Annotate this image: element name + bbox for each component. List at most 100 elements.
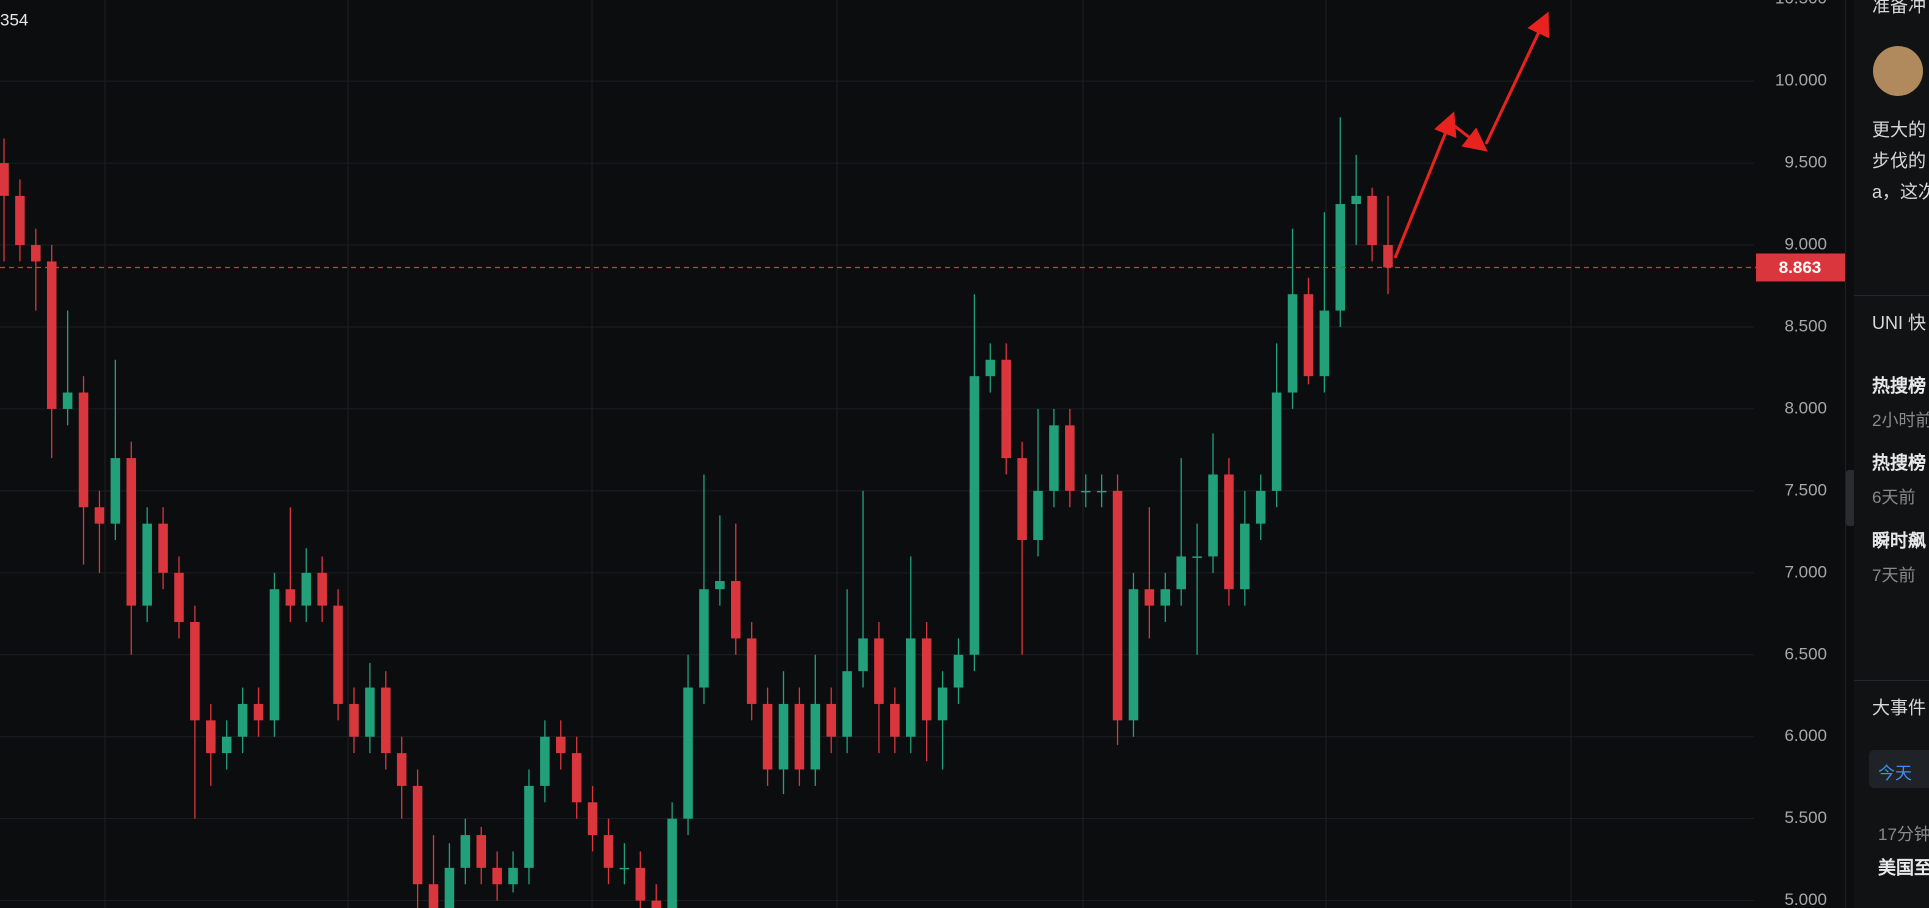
candle-body [1224, 474, 1234, 590]
candle-body [142, 523, 152, 606]
candle-body [730, 581, 741, 639]
candle-body [1049, 425, 1059, 491]
candle-body [221, 736, 232, 754]
events-title: 大事件 [1872, 698, 1926, 718]
candle-body [381, 687, 391, 754]
today-tab[interactable]: 今天 [1869, 750, 1929, 788]
y-tick-label: 9.500 [1784, 153, 1827, 172]
candle-body [571, 753, 582, 803]
candle-body [1367, 195, 1377, 246]
item-title[interactable]: 热搜榜 [1872, 453, 1926, 473]
candle-body [508, 867, 518, 885]
y-tick-label: 5.500 [1784, 808, 1827, 827]
y-tick-label: 6.000 [1784, 726, 1827, 745]
candle-body [1112, 490, 1123, 721]
sidebar: 准备冲 更大的 步伐的 a，这次 UNI 快 热搜榜 2小时前 热搜榜 6天前 … [1854, 0, 1929, 908]
time-grid [104, 0, 1572, 908]
post-line: 更大的 [1872, 120, 1926, 140]
candle-body [94, 507, 105, 524]
today-label: 今天 [1878, 764, 1912, 783]
candle-body [333, 605, 343, 704]
candle-body [1144, 589, 1155, 606]
arrow [1393, 111, 1457, 259]
item-title[interactable]: 瞬时飙 [1872, 531, 1926, 551]
candle-body [0, 163, 9, 196]
separator [1854, 680, 1929, 681]
post-line: 步伐的 [1872, 151, 1926, 171]
candle-body [635, 867, 646, 901]
candle-body [587, 802, 598, 836]
candle-body [699, 589, 709, 688]
candle-body [174, 572, 184, 622]
y-tick-label: 8.500 [1784, 316, 1827, 335]
item-time: 2小时前 [1872, 411, 1929, 430]
post-title: 准备冲 [1872, 0, 1926, 16]
candle-body [1033, 490, 1043, 541]
arrow [1451, 122, 1488, 152]
candle-body [492, 867, 502, 885]
candle-body [1096, 490, 1107, 493]
y-tick-label: 5.000 [1784, 890, 1827, 908]
candle-body [937, 687, 948, 721]
candle-body [985, 359, 996, 377]
candle-body [746, 638, 757, 704]
event-title[interactable]: 美国至 [1878, 858, 1929, 878]
candle-body [969, 376, 980, 655]
candle-body [1287, 294, 1298, 393]
candle-body [1208, 474, 1218, 557]
candle-body [651, 900, 662, 908]
candle-body [285, 589, 296, 606]
candle-body [1001, 359, 1011, 459]
candle-body [953, 654, 964, 688]
candle-body [762, 703, 773, 770]
candle-body [1240, 523, 1250, 590]
candle-body [1335, 204, 1346, 311]
separator [1854, 295, 1929, 296]
candle-body [110, 458, 121, 524]
candle-body [683, 687, 693, 819]
y-tick-label: 7.000 [1784, 562, 1827, 581]
candle-body [365, 687, 375, 737]
last-price-box [1756, 253, 1845, 282]
candle-body [190, 621, 200, 721]
candle-body [905, 638, 916, 737]
candle-body [62, 392, 73, 409]
candle-body [78, 392, 89, 508]
candle-body [1303, 294, 1314, 377]
candle-body [444, 867, 455, 908]
last-price-label: 8.863 [1779, 258, 1822, 277]
candle-body [412, 785, 423, 885]
candle-body [540, 736, 550, 786]
candle-body [1080, 490, 1091, 493]
item-time: 6天前 [1872, 488, 1916, 507]
candle-body [15, 195, 25, 246]
candle-body [1351, 195, 1361, 205]
candle-body [301, 572, 312, 606]
candle-body [349, 703, 359, 737]
arrow [1484, 11, 1550, 145]
section-title: UNI 快 [1872, 313, 1926, 333]
item-title[interactable]: 热搜榜 [1872, 376, 1926, 396]
candle-body [524, 785, 534, 868]
candle-body [46, 261, 57, 409]
candle-body [237, 703, 248, 737]
candle-body [810, 703, 821, 770]
candle-body [715, 581, 725, 590]
collapse-handle[interactable] [1846, 470, 1855, 526]
candle-body [158, 523, 168, 573]
candle-body [1319, 310, 1330, 377]
candle-body [396, 753, 407, 786]
chart: 354 5.000 5.500 6.000 6.500 7.000 7.500 8.000 8… [0, 0, 1845, 908]
candle-body [890, 703, 900, 737]
candle-body [269, 589, 280, 721]
candle-body [1065, 425, 1075, 491]
candle-body [1176, 556, 1186, 590]
candle-body [1160, 589, 1171, 606]
y-tick-label: 10.000 [1775, 71, 1827, 90]
candle-body [317, 572, 327, 606]
avatar[interactable] [1873, 46, 1923, 96]
candle-body [556, 736, 566, 754]
candle-body [476, 835, 487, 868]
candle-body [794, 703, 805, 770]
